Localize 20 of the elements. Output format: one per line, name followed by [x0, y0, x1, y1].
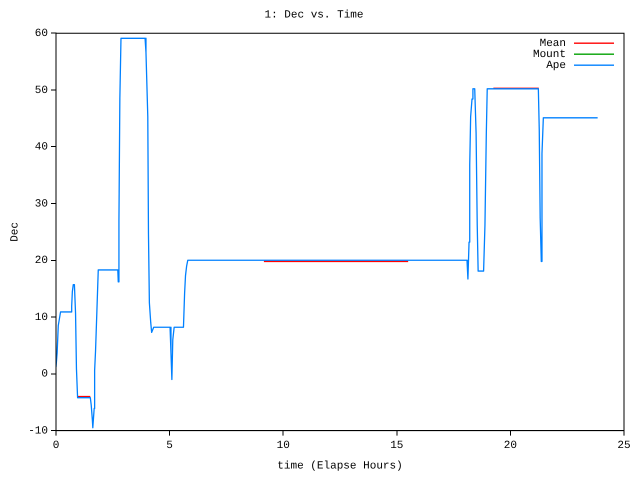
x-tick-label: 20	[504, 440, 517, 452]
legend-label: Ape	[546, 60, 566, 72]
x-tick-label: 0	[52, 440, 60, 452]
y-tick-label: 50	[34, 84, 48, 97]
legend-label: Mean	[540, 38, 566, 50]
y-tick-label: -10	[28, 426, 48, 438]
x-tick-label: 5	[166, 440, 173, 452]
y-tick-label: 40	[34, 142, 48, 154]
chart-title: 1: Dec vs. Time	[264, 10, 364, 22]
x-tick-label: 25	[617, 440, 631, 452]
x-axis-title: time (Elapse Hours)	[277, 460, 403, 472]
y-tick-label: 60	[34, 28, 48, 40]
y-tick-label: 10	[34, 312, 48, 324]
legend-label: Mount	[532, 49, 566, 62]
y-tick-label: 20	[34, 255, 48, 268]
x-tick-label: 15	[390, 440, 404, 452]
x-tick-label: 10	[276, 440, 290, 452]
y-tick-label: 30	[34, 198, 48, 210]
y-tick-label: 0	[41, 368, 48, 381]
y-axis-title: Dec	[10, 222, 22, 242]
